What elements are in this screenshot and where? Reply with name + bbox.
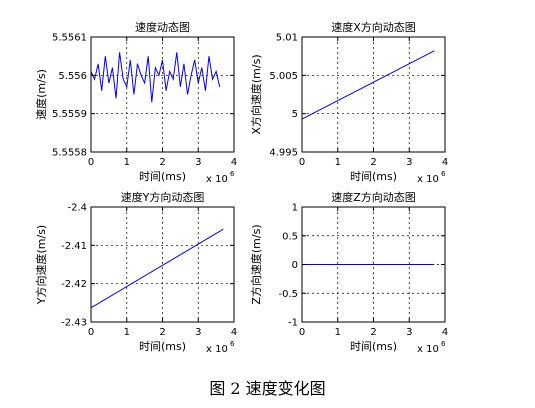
y-tick-label: 0.5 bbox=[282, 231, 298, 242]
y-tick-label: 5.01 bbox=[276, 33, 298, 44]
x-axis-label: 时间(ms) bbox=[350, 170, 397, 183]
y-tick-label: -2.43 bbox=[61, 318, 87, 329]
x-axis-label: 时间(ms) bbox=[350, 340, 397, 353]
x-tick-label: 2 bbox=[159, 327, 165, 338]
y-tick-label: -2.42 bbox=[61, 279, 87, 290]
plot-title: 速度X方向动态图 bbox=[331, 20, 416, 34]
y-tick-label: -2.41 bbox=[61, 241, 87, 252]
x-tick-label: 2 bbox=[370, 327, 376, 338]
y-tick-label: -0.5 bbox=[278, 289, 298, 300]
x-multiplier-label: x 10 bbox=[206, 174, 228, 185]
y-tick-label: -2.4 bbox=[67, 203, 87, 214]
y-axis-label: 速度(m/s) bbox=[34, 69, 48, 120]
x-multiplier-exponent: 6 bbox=[230, 340, 235, 348]
x-tick-label: 4 bbox=[442, 327, 448, 338]
plot-area bbox=[302, 37, 445, 152]
y-tick-label: 5.005 bbox=[269, 71, 298, 82]
x-tick-label: 0 bbox=[299, 157, 305, 168]
x-tick-label: 1 bbox=[124, 327, 130, 338]
y-axis-label: Z方向速度(m/s) bbox=[249, 224, 263, 304]
y-tick-label: 5 bbox=[292, 109, 298, 120]
series-line bbox=[90, 228, 224, 309]
series-line bbox=[90, 52, 221, 103]
x-tick-label: 3 bbox=[406, 157, 412, 168]
x-multiplier-label: x 10 bbox=[417, 174, 439, 185]
x-tick-label: 3 bbox=[195, 327, 201, 338]
y-axis-label: X方向速度(m/s) bbox=[249, 54, 263, 134]
y-tick-label: 5.5561 bbox=[52, 33, 87, 44]
x-multiplier-exponent: 6 bbox=[441, 340, 446, 348]
x-tick-label: 4 bbox=[231, 157, 237, 168]
x-multiplier-label: x 10 bbox=[206, 344, 228, 355]
series-line bbox=[301, 50, 435, 120]
x-tick-label: 3 bbox=[406, 327, 412, 338]
x-tick-label: 0 bbox=[299, 327, 305, 338]
plot-area bbox=[91, 207, 234, 322]
y-tick-label: 0 bbox=[292, 260, 298, 271]
x-multiplier-exponent: 6 bbox=[441, 170, 446, 178]
x-axis-label: 时间(ms) bbox=[139, 340, 186, 353]
plot-title: 速度Y方向动态图 bbox=[121, 190, 205, 204]
plot-title: 速度Z方向动态图 bbox=[331, 190, 416, 204]
x-tick-label: 1 bbox=[124, 157, 130, 168]
x-tick-label: 2 bbox=[159, 157, 165, 168]
x-multiplier-label: x 10 bbox=[417, 344, 439, 355]
x-tick-label: 4 bbox=[442, 157, 448, 168]
y-tick-label: 1 bbox=[292, 203, 298, 214]
y-tick-label: 5.5558 bbox=[52, 148, 87, 159]
x-multiplier-exponent: 6 bbox=[230, 170, 235, 178]
x-tick-label: 2 bbox=[370, 157, 376, 168]
x-tick-label: 0 bbox=[88, 327, 94, 338]
figure-caption: 图 2 速度变化图 bbox=[209, 379, 326, 398]
y-tick-label: 5.556 bbox=[58, 71, 87, 82]
x-tick-label: 1 bbox=[335, 327, 341, 338]
x-tick-label: 0 bbox=[88, 157, 94, 168]
x-tick-label: 4 bbox=[231, 327, 237, 338]
x-axis-label: 时间(ms) bbox=[139, 170, 186, 183]
x-tick-label: 1 bbox=[335, 157, 341, 168]
x-tick-label: 3 bbox=[195, 157, 201, 168]
y-axis-label: Y方向速度(m/s) bbox=[34, 225, 48, 305]
y-tick-label: 4.995 bbox=[269, 148, 298, 159]
y-tick-label: -1 bbox=[288, 318, 298, 329]
y-tick-label: 5.5559 bbox=[52, 109, 87, 120]
plot-title: 速度动态图 bbox=[135, 20, 190, 34]
plot-area bbox=[91, 37, 234, 152]
